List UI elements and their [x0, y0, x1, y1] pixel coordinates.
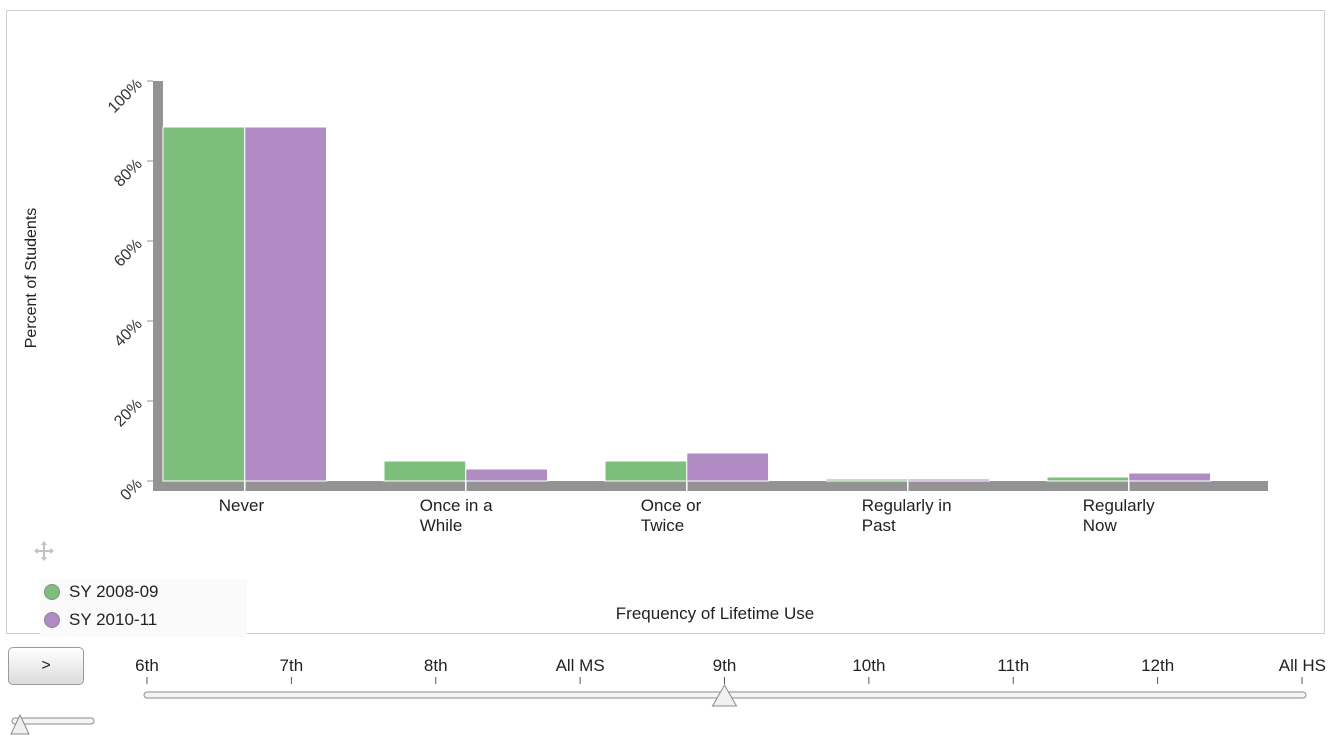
x-axis — [153, 481, 1268, 491]
timeline-label[interactable]: 12th — [1141, 656, 1174, 675]
timeline-label[interactable]: 8th — [424, 656, 448, 675]
speed-slider-handle[interactable] — [10, 713, 30, 735]
timeline-label[interactable]: All MS — [556, 656, 605, 675]
timeline-handle[interactable] — [711, 683, 738, 707]
legend-item-series-1[interactable]: SY 2008-09 — [44, 581, 158, 603]
bar-chart: 0% 20% 40% 60% 80% 100% Percent of Students Nev… — [23, 76, 1268, 623]
y-tick-label: 60% — [111, 236, 146, 271]
y-tick-label: 40% — [111, 316, 146, 351]
x-tick-label: Once or Twice — [641, 496, 702, 535]
play-button[interactable]: > — [8, 647, 84, 685]
y-tick-label: 80% — [111, 156, 146, 191]
bar[interactable] — [686, 452, 770, 482]
bar[interactable] — [1046, 476, 1130, 482]
y-tick-label: 20% — [111, 396, 146, 431]
y-axis — [153, 81, 163, 491]
timeline-label[interactable]: All HS — [1279, 656, 1326, 675]
bar[interactable] — [825, 478, 909, 482]
y-tick-label: 0% — [117, 476, 145, 504]
grade-timeline[interactable]: 6th 7th 8th All MS 9th 10th 11th 12th All HS — [0, 640, 1333, 736]
legend-label-2: SY 2010-11 — [69, 610, 158, 629]
timeline-label[interactable]: 7th — [280, 656, 304, 675]
bar[interactable] — [244, 126, 328, 482]
bar[interactable] — [907, 478, 991, 482]
x-axis-title: Frequency of Lifetime Use — [616, 604, 814, 623]
legend-item-series-2[interactable]: SY 2010-11 — [44, 609, 157, 631]
timeline-label[interactable]: 6th — [135, 656, 159, 675]
y-tick-label: 100% — [105, 76, 146, 117]
x-tick-label: Once in a While — [420, 496, 493, 535]
y-axis-title: Percent of Students — [23, 208, 40, 349]
chart-frame: 0% 20% 40% 60% 80% 100% Percent of Students Nev… — [6, 10, 1325, 637]
bar[interactable] — [162, 126, 246, 482]
legend-label-1: SY 2008-09 — [69, 582, 159, 601]
move-icon[interactable] — [33, 540, 55, 562]
legend: SY 2008-09 SY 2010-11 — [40, 579, 247, 637]
bar[interactable] — [465, 468, 549, 482]
x-tick-label: Regularly Now — [1083, 496, 1155, 535]
bar[interactable] — [383, 460, 467, 482]
legend-swatch-2 — [44, 612, 60, 628]
timeline-label[interactable]: 10th — [852, 656, 885, 675]
timeline-label[interactable]: 9th — [713, 656, 737, 675]
legend-swatch-1 — [44, 584, 60, 600]
bar[interactable] — [1128, 472, 1212, 482]
bar[interactable] — [604, 460, 688, 482]
x-tick-label: Regularly in Past — [862, 496, 952, 535]
x-tick-label: Never — [219, 496, 265, 515]
speed-slider[interactable] — [8, 710, 98, 736]
timeline-label[interactable]: 11th — [997, 656, 1029, 675]
